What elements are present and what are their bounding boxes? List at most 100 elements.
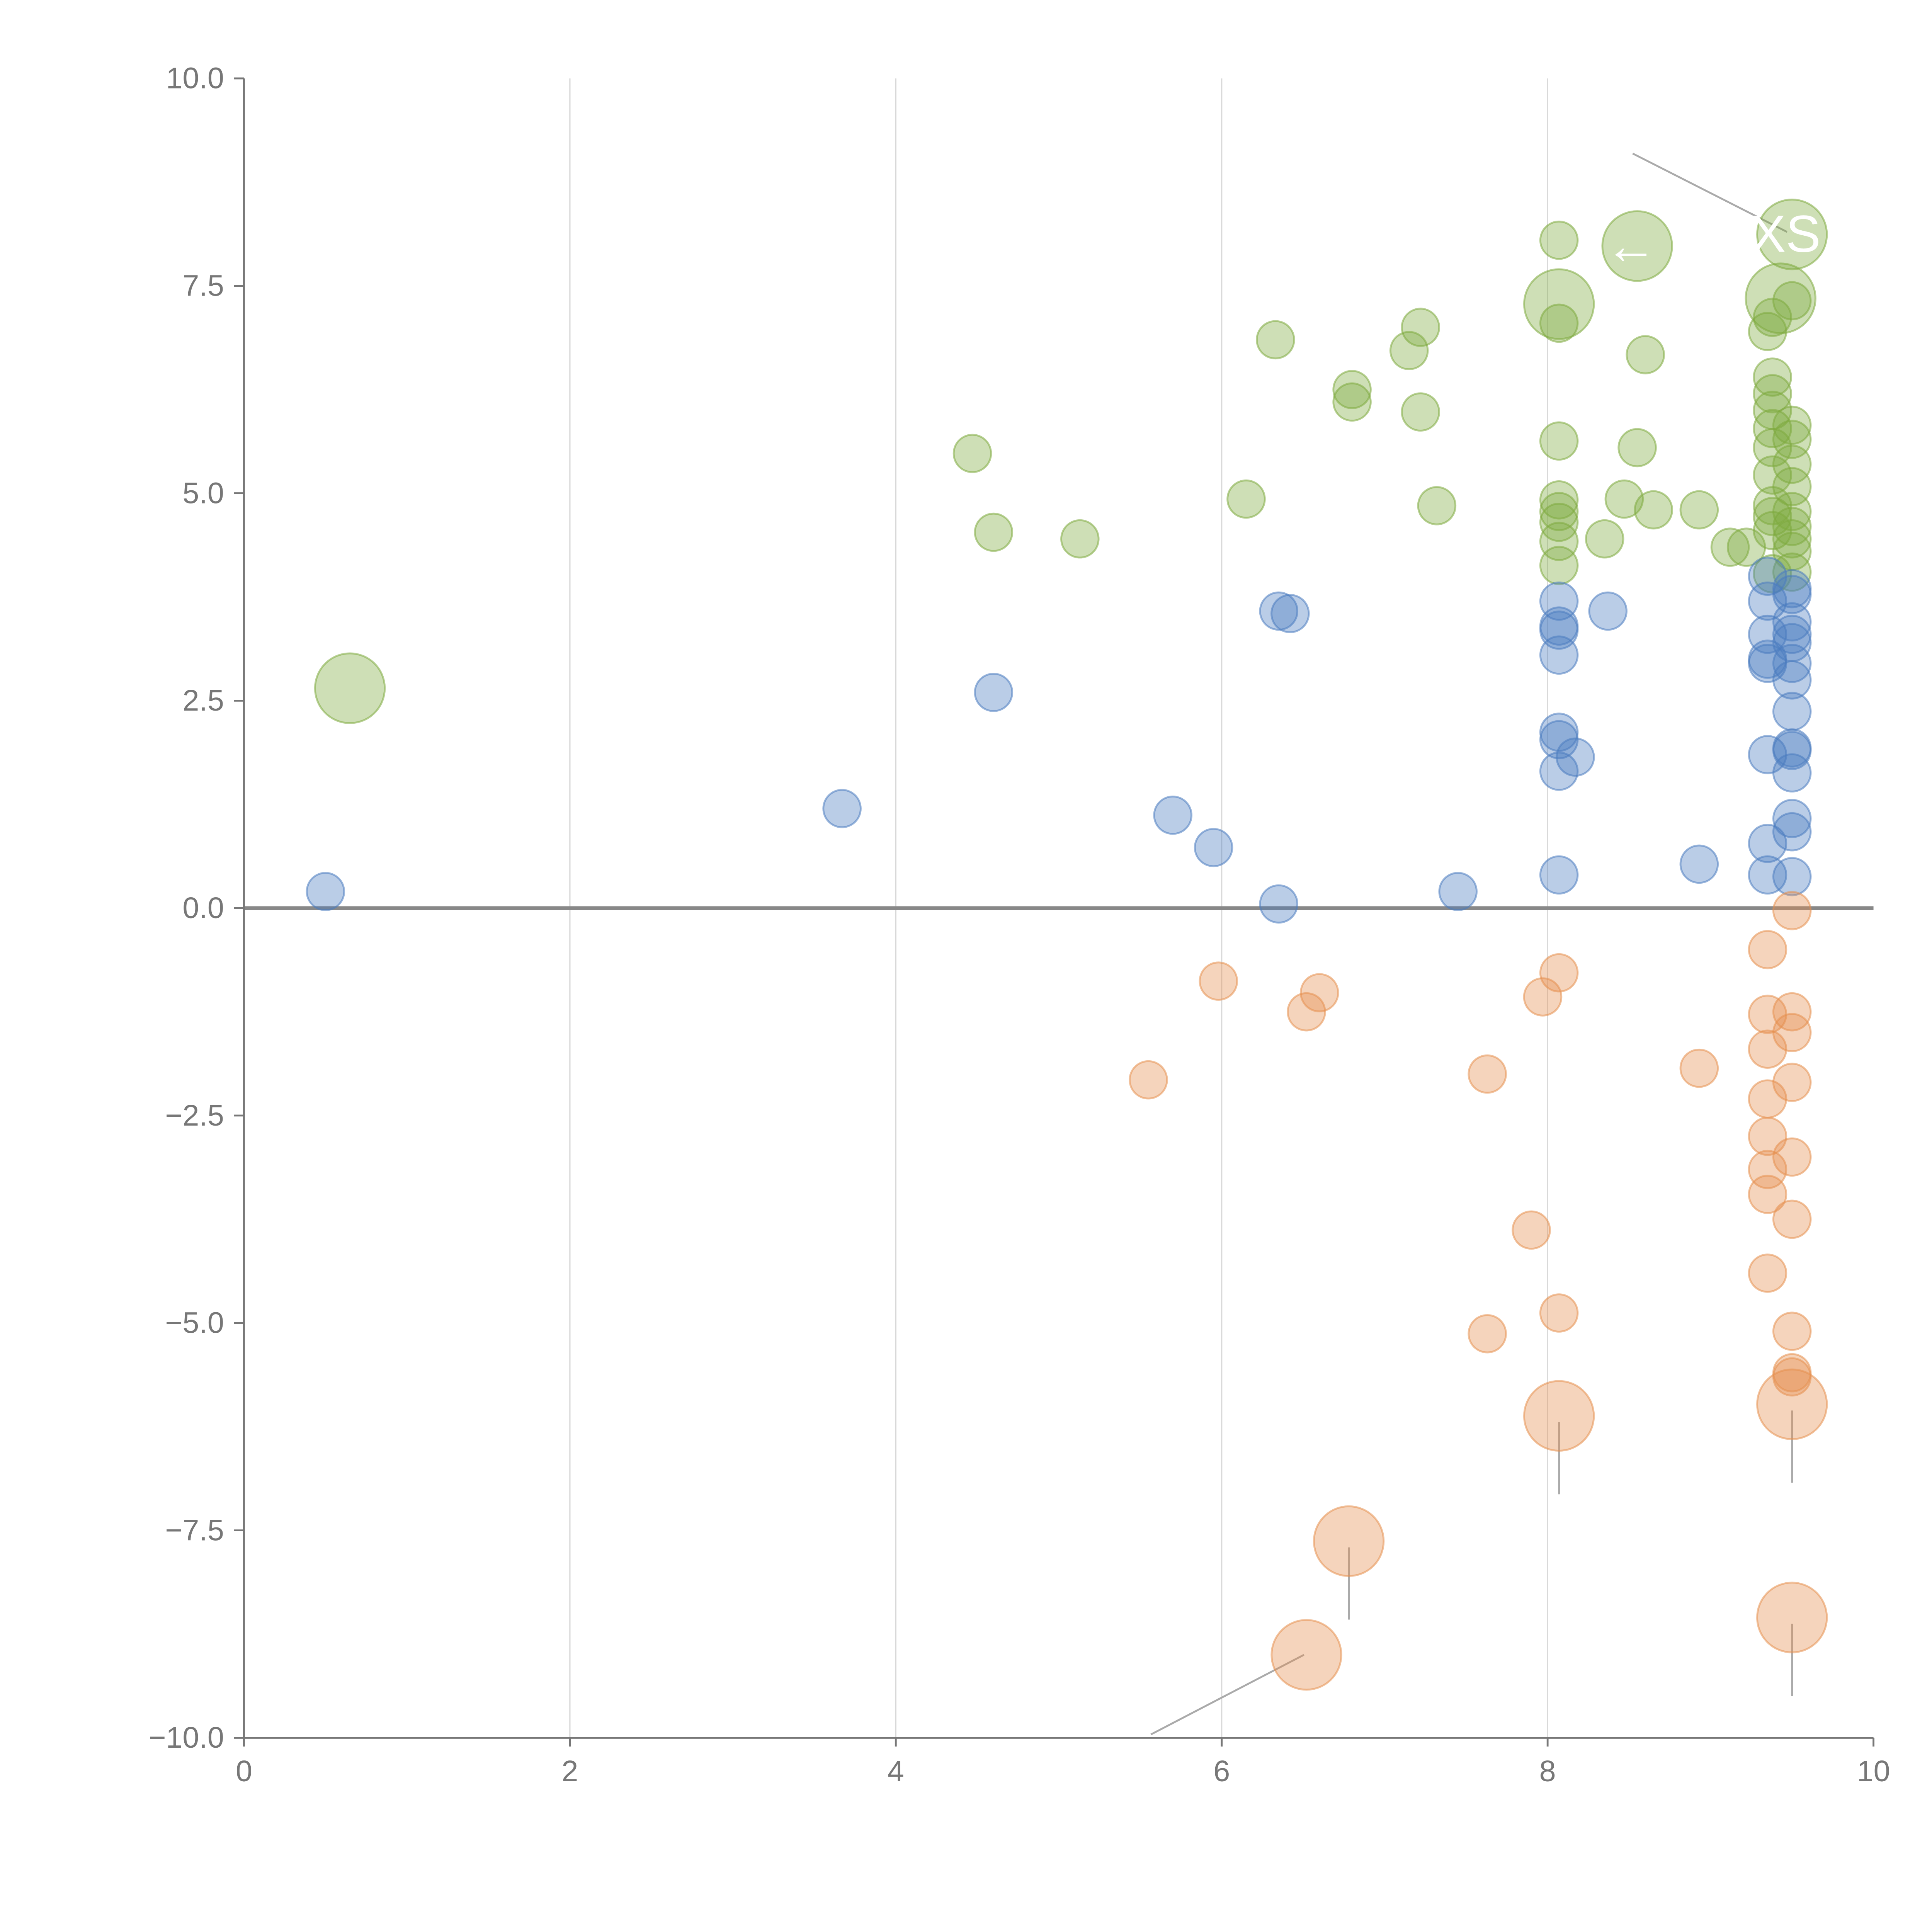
point-negative[interactable]	[1772, 992, 1812, 1032]
point-negative[interactable]	[1679, 1048, 1719, 1088]
point-positive[interactable]	[1389, 331, 1429, 370]
point-neutral[interactable]	[1259, 591, 1299, 631]
point-positive[interactable]	[1226, 479, 1266, 519]
point-neutral[interactable]	[1772, 692, 1812, 731]
point-negative[interactable]	[1468, 1054, 1507, 1094]
point-neutral[interactable]	[1772, 799, 1812, 838]
point-positive[interactable]	[1601, 210, 1673, 282]
point-negative[interactable]	[1772, 1063, 1812, 1102]
point-negative[interactable]	[1129, 1060, 1168, 1100]
point-negative[interactable]	[1539, 1293, 1579, 1333]
point-positive[interactable]	[1634, 490, 1673, 530]
point-positive[interactable]	[1772, 519, 1812, 559]
point-neutral[interactable]	[1539, 720, 1579, 760]
point-positive[interactable]	[1756, 199, 1828, 270]
point-neutral[interactable]	[1772, 731, 1812, 770]
point-negative[interactable]	[1539, 953, 1579, 993]
point-negative[interactable]	[1300, 973, 1339, 1012]
point-neutral[interactable]	[1772, 812, 1812, 852]
point-positive[interactable]	[1539, 522, 1579, 561]
point-positive[interactable]	[1772, 281, 1812, 321]
point-negative[interactable]	[1270, 1619, 1342, 1691]
point-neutral[interactable]	[1772, 660, 1812, 700]
point-positive[interactable]	[1710, 527, 1750, 567]
point-neutral[interactable]	[1772, 602, 1812, 642]
point-negative[interactable]	[1523, 977, 1563, 1017]
point-positive[interactable]	[1745, 262, 1816, 334]
point-neutral[interactable]	[1679, 844, 1719, 884]
point-positive[interactable]	[1604, 479, 1644, 519]
point-neutral[interactable]	[1194, 828, 1233, 867]
point-positive[interactable]	[1753, 357, 1792, 397]
point-negative[interactable]	[1199, 961, 1238, 1001]
point-neutral[interactable]	[1772, 753, 1812, 793]
point-negative[interactable]	[1523, 1380, 1595, 1452]
point-positive[interactable]	[1401, 392, 1440, 432]
point-neutral[interactable]	[822, 789, 862, 828]
point-negative[interactable]	[1512, 1210, 1551, 1250]
point-positive[interactable]	[1585, 519, 1624, 559]
point-negative[interactable]	[1748, 1175, 1787, 1214]
point-negative[interactable]	[1772, 1013, 1812, 1053]
point-positive[interactable]	[1753, 374, 1792, 413]
point-neutral[interactable]	[1772, 575, 1812, 614]
point-positive[interactable]	[1772, 444, 1812, 484]
point-positive[interactable]	[1753, 298, 1792, 337]
point-positive[interactable]	[952, 434, 992, 473]
point-positive[interactable]	[1539, 492, 1579, 531]
point-negative[interactable]	[1772, 1311, 1812, 1351]
point-negative[interactable]	[1756, 1368, 1828, 1440]
point-positive[interactable]	[1539, 480, 1579, 520]
point-positive[interactable]	[1617, 428, 1657, 468]
x-tick-label: 0	[236, 1755, 252, 1788]
point-negative[interactable]	[1756, 1582, 1828, 1653]
point-negative[interactable]	[1748, 1029, 1787, 1069]
point-negative[interactable]	[1772, 1357, 1812, 1397]
point-positive[interactable]	[1772, 552, 1812, 592]
point-negative[interactable]	[1748, 1253, 1787, 1293]
point-positive[interactable]	[974, 512, 1014, 552]
point-neutral[interactable]	[1539, 635, 1579, 675]
point-negative[interactable]	[1313, 1505, 1385, 1577]
point-positive[interactable]	[1753, 455, 1792, 495]
point-positive[interactable]	[1256, 320, 1295, 360]
point-negative[interactable]	[1772, 1137, 1812, 1177]
point-neutral[interactable]	[306, 872, 345, 911]
point-positive[interactable]	[1539, 220, 1579, 260]
point-neutral[interactable]	[1153, 795, 1192, 835]
point-negative[interactable]	[1468, 1314, 1507, 1354]
point-neutral[interactable]	[1270, 594, 1310, 633]
point-positive[interactable]	[1539, 546, 1579, 585]
point-positive[interactable]	[1753, 428, 1792, 468]
point-positive[interactable]	[1417, 486, 1457, 526]
point-neutral[interactable]	[1539, 752, 1579, 791]
point-positive[interactable]	[1772, 405, 1812, 445]
point-positive[interactable]	[1626, 335, 1665, 374]
point-neutral[interactable]	[1556, 737, 1595, 777]
point-negative[interactable]	[1772, 1199, 1812, 1239]
point-positive[interactable]	[1060, 519, 1100, 559]
label-leader-lines	[1150, 153, 1793, 1736]
point-positive[interactable]	[1679, 490, 1719, 530]
point-neutral[interactable]	[1588, 591, 1628, 631]
point-positive[interactable]	[1753, 497, 1792, 536]
point-neutral[interactable]	[1748, 823, 1787, 863]
point-negative[interactable]	[1748, 930, 1787, 969]
point-positive[interactable]	[1539, 421, 1579, 461]
point-neutral[interactable]	[974, 673, 1014, 712]
point-neutral[interactable]	[1772, 614, 1812, 654]
point-neutral[interactable]	[1438, 872, 1478, 911]
point-neutral[interactable]	[1539, 855, 1579, 895]
point-positive[interactable]	[1332, 382, 1372, 422]
point-neutral[interactable]	[1259, 884, 1299, 924]
point-negative[interactable]	[1772, 891, 1812, 930]
point-neutral[interactable]	[1772, 644, 1812, 683]
point-neutral[interactable]	[1772, 857, 1812, 896]
point-positive[interactable]	[1539, 303, 1579, 343]
point-positive[interactable]	[1332, 370, 1372, 409]
point-positive[interactable]	[1401, 308, 1440, 347]
point-positive[interactable]	[1772, 492, 1812, 531]
point-positive[interactable]	[314, 652, 386, 724]
point-negative[interactable]	[1287, 992, 1326, 1032]
